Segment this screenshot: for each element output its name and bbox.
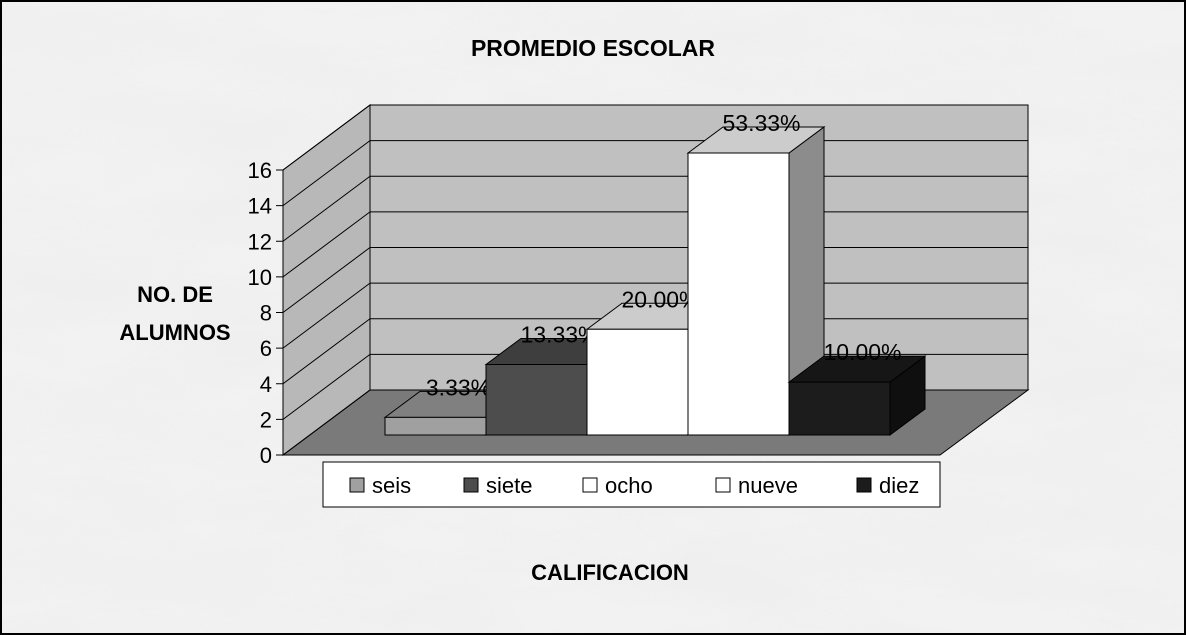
data-label: 13.33% [520,322,598,348]
legend-swatch [463,477,479,493]
data-label: 53.33% [722,110,800,136]
legend-label: nueve [738,473,798,498]
y-tick-label: 4 [260,372,272,397]
legend-label: ocho [605,473,653,498]
bar [687,152,790,436]
data-label: 3.33% [426,374,491,400]
bars: 3.33% 13.33% 20.00% 53.33% 10.00% [383,110,927,436]
y-tick-label: 14 [248,194,272,219]
grid-line [282,211,371,278]
legend-label: diez [879,473,919,498]
bar [788,381,891,436]
grid-line [282,175,371,242]
y-axis-label: NO. DE [137,282,213,307]
y-tick-label: 12 [248,229,272,254]
legend-items: seis siete ocho nueve diez [349,473,919,498]
grid-line [282,140,371,207]
y-tick-label: 0 [260,443,272,468]
grid-line [282,318,371,385]
data-label: 20.00% [621,286,699,312]
y-tick-label: 6 [260,336,272,361]
bar [384,416,487,436]
y-axis-label: ALUMNOS [119,320,230,345]
grid-line [282,247,371,313]
chart-title: PROMEDIO ESCOLAR [471,35,715,61]
bar [485,364,588,436]
grid-line [282,104,371,171]
y-tick-label: 8 [260,301,272,326]
legend [322,461,941,508]
legend-label: seis [372,473,411,498]
legend-swatch [582,477,598,493]
y-tick-label: 10 [248,265,272,290]
legend-swatch [856,477,872,493]
y-tick-label: 2 [260,407,272,432]
legend-label: siete [486,473,532,498]
y-tick-label: 16 [248,158,272,183]
legend-swatch [715,477,731,493]
legend-swatch [349,477,365,493]
grid-line [282,389,371,456]
bar [586,328,689,436]
data-label: 10.00% [823,339,901,365]
grid-line [282,353,371,420]
grid-line [282,282,371,349]
x-axis-label: CALIFICACION [531,560,689,585]
